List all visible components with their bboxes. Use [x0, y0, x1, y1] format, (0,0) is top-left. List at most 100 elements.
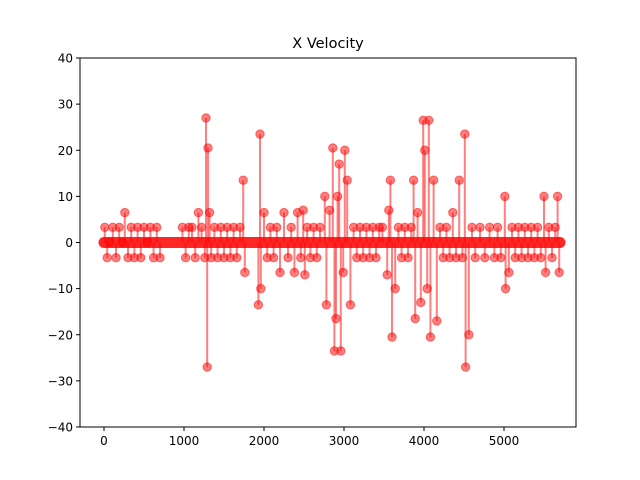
- data-point: [425, 332, 436, 342]
- data-point: [279, 207, 289, 218]
- y-tick-label: −40: [48, 421, 73, 435]
- data-point: [467, 222, 477, 232]
- x-tick-label: 3000: [329, 434, 360, 448]
- data-point: [500, 191, 510, 202]
- data-point: [539, 191, 549, 202]
- data-point: [424, 115, 434, 125]
- data-point: [422, 283, 432, 294]
- data-point: [441, 222, 452, 232]
- y-tick-label: 20: [58, 144, 73, 158]
- data-point: [377, 222, 388, 232]
- data-point: [296, 253, 306, 263]
- data-point: [321, 300, 332, 310]
- data-point: [102, 253, 112, 263]
- data-point: [235, 222, 245, 232]
- data-point: [190, 253, 200, 263]
- data-point: [332, 191, 343, 202]
- data-point: [416, 297, 426, 308]
- data-point: [420, 145, 430, 155]
- data-point: [328, 143, 338, 153]
- data-point: [312, 253, 322, 263]
- x-axis: 0 1000 2000 3000 4000 5000: [100, 427, 519, 448]
- data-point: [496, 253, 506, 263]
- data-point: [406, 222, 416, 232]
- data-point: [547, 253, 557, 263]
- data-point: [390, 283, 400, 294]
- data-point: [204, 207, 215, 218]
- data-point: [550, 222, 560, 232]
- data-point: [232, 253, 242, 263]
- data-point: [554, 267, 564, 278]
- data-point: [454, 175, 464, 185]
- y-tick-label: −30: [48, 374, 73, 388]
- data-point: [460, 129, 470, 139]
- x-tick-label: 4000: [409, 434, 440, 448]
- data-markers: [100, 113, 564, 372]
- data-point: [371, 253, 381, 263]
- x-tick-label: 1000: [169, 434, 200, 448]
- data-point: [117, 237, 128, 248]
- data-point: [408, 175, 419, 185]
- data-point: [334, 159, 344, 169]
- data-point: [136, 253, 146, 263]
- data-point: [410, 313, 420, 324]
- data-point: [324, 205, 335, 215]
- data-point: [104, 237, 115, 248]
- data-point: [464, 330, 474, 340]
- data-point: [384, 205, 394, 215]
- data-point: [412, 207, 423, 218]
- data-point: [100, 222, 110, 232]
- data-point: [532, 222, 543, 232]
- data-point: [268, 253, 279, 263]
- data-point: [331, 313, 341, 324]
- data-point: [275, 267, 285, 278]
- data-point: [298, 205, 308, 215]
- data-point: [256, 283, 266, 294]
- data-point: [187, 222, 197, 232]
- data-point: [142, 237, 152, 248]
- data-point: [480, 253, 490, 263]
- data-point: [201, 113, 211, 123]
- data-point: [238, 175, 248, 185]
- data-point: [111, 253, 121, 263]
- data-point: [155, 253, 165, 263]
- data-point: [492, 222, 503, 232]
- data-point: [114, 222, 124, 232]
- data-point: [196, 222, 207, 232]
- data-point: [484, 222, 495, 232]
- data-point: [338, 267, 348, 278]
- y-axis: −40 −30 −20 −10 0 10 20 30 40: [48, 52, 80, 435]
- data-point: [283, 253, 293, 263]
- data-point: [536, 253, 546, 263]
- data-point: [552, 191, 563, 202]
- data-point: [272, 222, 282, 232]
- data-point: [403, 253, 413, 263]
- data-point: [120, 207, 130, 218]
- data-point: [340, 145, 350, 155]
- y-tick-label: −10: [48, 282, 73, 296]
- plot-area: [98, 113, 566, 372]
- x-tick-label: 5000: [489, 434, 520, 448]
- data-point: [180, 253, 191, 263]
- data-point: [448, 207, 458, 218]
- data-point: [460, 362, 471, 372]
- data-point: [289, 267, 300, 278]
- data-point: [387, 332, 397, 342]
- data-point: [342, 175, 352, 185]
- data-point: [336, 346, 346, 356]
- chart-title: X Velocity: [292, 36, 364, 52]
- data-point: [428, 175, 439, 185]
- data-point: [202, 362, 212, 372]
- data-point: [152, 222, 162, 232]
- data-point: [320, 191, 330, 202]
- y-tick-label: −20: [48, 328, 73, 342]
- y-tick-label: 10: [58, 190, 73, 204]
- x-tick-label: 2000: [249, 434, 280, 448]
- data-point: [259, 207, 269, 218]
- data-point: [504, 267, 514, 278]
- y-tick-label: 40: [58, 52, 73, 66]
- data-point: [255, 129, 265, 139]
- data-point: [457, 253, 468, 263]
- data-point: [432, 316, 442, 326]
